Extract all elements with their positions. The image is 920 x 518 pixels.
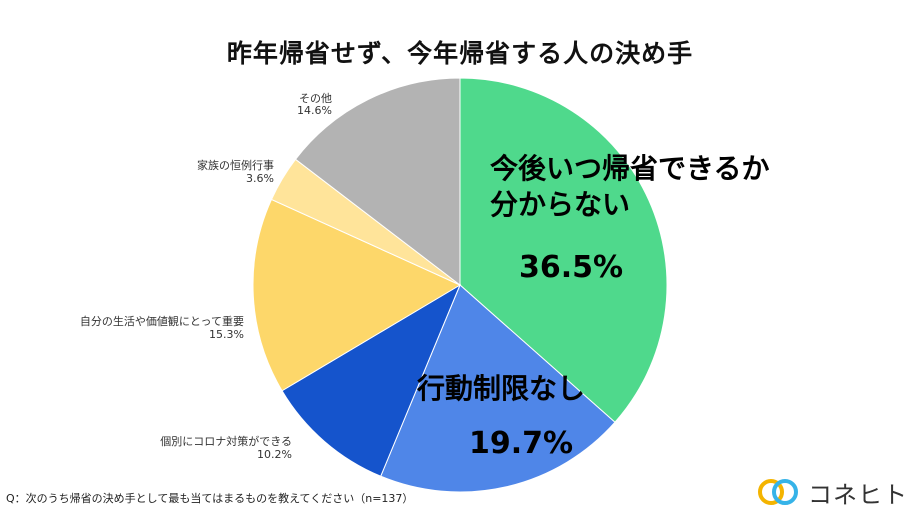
slice-kobetsu — [281, 283, 462, 477]
slice-jibun — [252, 198, 462, 392]
pct-kongo: 36.5% — [519, 250, 624, 285]
pct-kobetsu: 10.2% — [257, 448, 292, 461]
survey-question: Q：次のうち帰省の決め手として最も当てはまるものを教えてください（n=137） — [6, 492, 414, 505]
label-sonota: その他 — [299, 92, 332, 105]
slice-kongo — [459, 77, 668, 423]
slice-koudou — [380, 284, 616, 493]
label-kongo-line2: 分からない — [490, 188, 631, 221]
pct-sonota: 14.6% — [297, 104, 332, 117]
brand-name: コネヒト — [808, 480, 908, 509]
two-interlocking-rings-icon — [758, 479, 798, 505]
label-kongo-line1: 今後いつ帰省できるか — [490, 152, 770, 185]
brand-logo: コネヒト — [756, 474, 908, 510]
slice-sonota — [294, 77, 461, 287]
label-koudou: 行動制限なし — [417, 372, 586, 405]
pct-koudou: 19.7% — [469, 426, 574, 461]
pct-jibun: 15.3% — [209, 328, 244, 341]
chart-title: 昨年帰省せず、今年帰省する人の決め手 — [226, 39, 694, 68]
pct-kazoku: 3.6% — [246, 172, 274, 185]
label-kazoku: 家族の恒例行事 — [197, 159, 274, 172]
label-kobetsu: 個別にコロナ対策ができる — [160, 435, 292, 448]
label-jibun: 自分の生活や価値観にとって重要 — [79, 315, 244, 328]
